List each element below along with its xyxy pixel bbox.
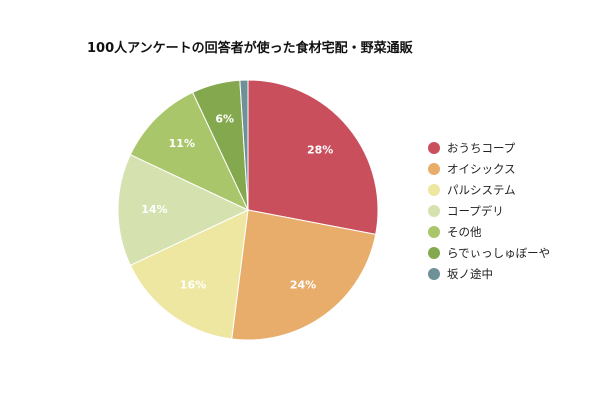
- legend-item: 坂ノ途中: [428, 263, 550, 284]
- slice-label-2: 16%: [180, 279, 206, 292]
- legend-item: らでぃっしゅぼーや: [428, 242, 550, 263]
- legend-label: パルシステム: [447, 182, 516, 197]
- legend-item: その他: [428, 221, 550, 242]
- legend-label: らでぃっしゅぼーや: [447, 245, 551, 260]
- slice-label-4: 11%: [169, 137, 195, 150]
- pie-slice-1: [231, 209, 377, 341]
- legend-item: コープデリ: [428, 200, 550, 221]
- slice-label-0: 28%: [307, 143, 333, 156]
- chart-title: 100人アンケートの回答者が使った食材宅配・野菜通販: [87, 41, 413, 56]
- legend-label: 坂ノ途中: [447, 266, 493, 281]
- legend-swatch: [428, 204, 440, 217]
- slice-label-5: 6%: [215, 112, 234, 125]
- legend-label: オイシックス: [447, 161, 516, 176]
- legend-label: コープデリ: [447, 203, 504, 218]
- legend-swatch: [428, 141, 440, 154]
- legend: おうちコープ オイシックス パルシステム コープデリその他らでぃっしゅぼーや 坂ノ途中: [428, 137, 550, 284]
- pie-slice-6: [239, 79, 249, 211]
- legend-swatch: [428, 225, 440, 238]
- legend-item: オイシックス: [428, 158, 550, 179]
- pie-slice-4: [129, 91, 250, 212]
- legend-swatch: [428, 162, 440, 175]
- legend-swatch: [428, 183, 440, 196]
- legend-swatch: [428, 246, 440, 259]
- legend-swatch: [428, 267, 440, 280]
- slice-label-1: 24%: [290, 279, 316, 292]
- legend-label: おうちコープ: [447, 140, 516, 155]
- slice-label-3: 14%: [141, 203, 167, 216]
- legend-item: パルシステム: [428, 179, 550, 200]
- pie-slice-0: [247, 79, 379, 235]
- pie-slice-2: [129, 209, 249, 340]
- legend-label: その他: [447, 224, 482, 239]
- legend-item: おうちコープ: [428, 137, 550, 158]
- pie-slice-3: [117, 153, 250, 267]
